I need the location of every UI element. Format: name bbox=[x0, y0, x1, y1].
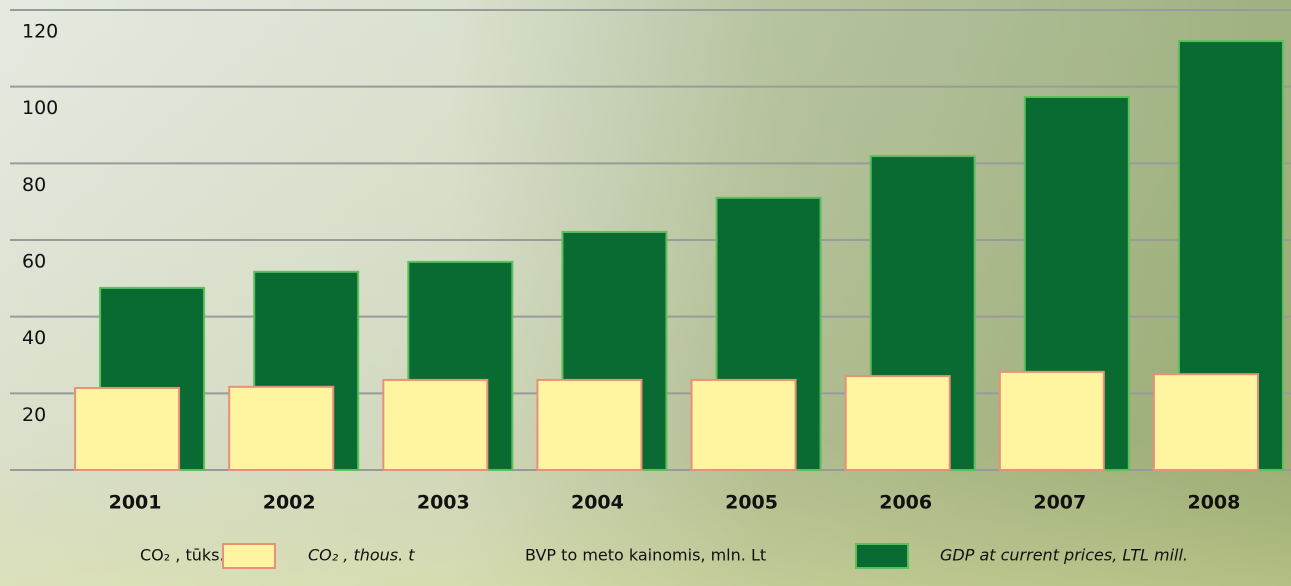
y-tick-label: 120 bbox=[22, 21, 58, 43]
legend-label: CO₂ , tūks. t bbox=[140, 546, 236, 565]
x-tick-label: 2007 bbox=[1033, 492, 1086, 514]
y-tick-label: 60 bbox=[22, 251, 46, 273]
y-tick-label: 80 bbox=[22, 174, 46, 196]
bar bbox=[692, 380, 796, 470]
y-tick-label: 100 bbox=[22, 97, 58, 119]
legend-label-en: CO₂ , thous. t bbox=[308, 546, 415, 565]
x-tick-label: 2006 bbox=[879, 492, 932, 514]
bar bbox=[75, 388, 179, 470]
y-tick-label: 40 bbox=[22, 327, 46, 349]
x-tick-label: 2002 bbox=[263, 492, 316, 514]
bar bbox=[1154, 374, 1258, 470]
x-tick-label: 2008 bbox=[1187, 492, 1240, 514]
legend-label: BVP to meto kainomis, mln. Lt bbox=[525, 546, 766, 565]
y-tick-label: 20 bbox=[22, 404, 46, 426]
x-tick-label: 2003 bbox=[417, 492, 470, 514]
x-tick-label: 2005 bbox=[725, 492, 778, 514]
bar bbox=[229, 387, 333, 470]
legend-swatch bbox=[223, 544, 275, 568]
bar bbox=[383, 380, 487, 470]
bar bbox=[537, 380, 641, 470]
bar bbox=[1000, 372, 1104, 470]
x-tick-label: 2001 bbox=[109, 492, 162, 514]
legend-label-en: GDP at current prices, LTL mill. bbox=[940, 546, 1188, 565]
chart: 20 40 60 80 100 120 2001 2002 2003 2004 2005 2006 20… bbox=[0, 0, 1291, 586]
legend-swatch bbox=[856, 544, 908, 568]
bar bbox=[846, 376, 950, 470]
x-tick-label: 2004 bbox=[571, 492, 624, 514]
